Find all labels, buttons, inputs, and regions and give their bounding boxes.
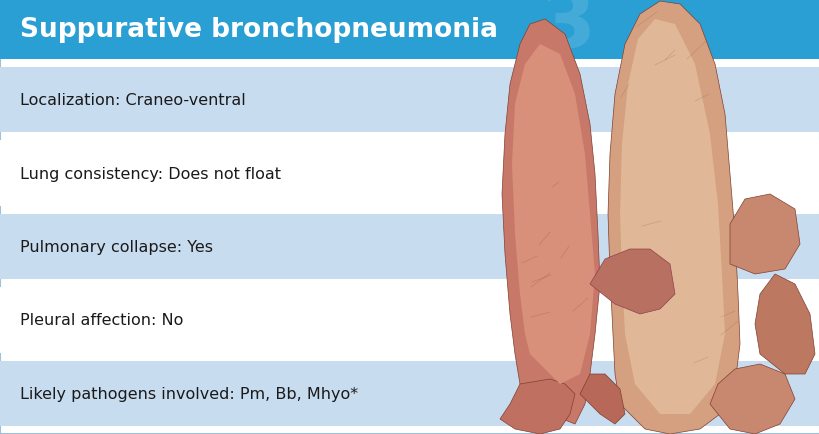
- Bar: [0, 68, 819, 133]
- Bar: [0, 141, 819, 206]
- Bar: [0, 214, 819, 279]
- Text: Suppurative bronchopneumonia: Suppurative bronchopneumonia: [20, 17, 497, 43]
- Text: Localization: Craneo-ventral: Localization: Craneo-ventral: [20, 93, 246, 108]
- Text: Lung consistency: Does not float: Lung consistency: Does not float: [20, 166, 281, 181]
- Bar: [0, 361, 819, 426]
- Bar: [0, 288, 819, 353]
- Text: 3: 3: [540, 0, 595, 65]
- Text: Pulmonary collapse: Yes: Pulmonary collapse: Yes: [20, 240, 213, 254]
- Text: Likely pathogens involved: Pm, Bb, Mhyo*: Likely pathogens involved: Pm, Bb, Mhyo*: [20, 386, 358, 401]
- Bar: [0, 0, 819, 60]
- Text: Pleural affection: No: Pleural affection: No: [20, 312, 183, 328]
